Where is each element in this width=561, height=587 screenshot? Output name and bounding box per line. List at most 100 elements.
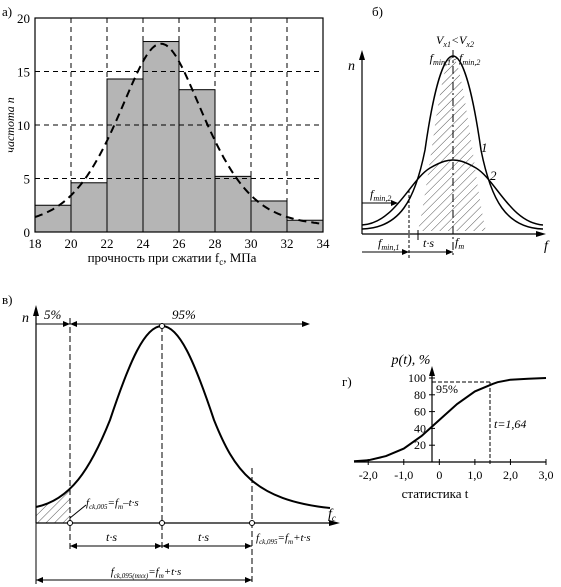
panel-b-series-label-1: 1 (481, 140, 488, 155)
panel-a-x-tick-label: 22 (101, 236, 114, 251)
panel-c-ts-arrow-c (162, 543, 169, 549)
panel-c-tail-hatch (36, 490, 70, 523)
panel-a-bar-5 (214, 175, 252, 233)
panel-c-mxx-arrow-b (245, 577, 252, 583)
panel-d-label: г) (342, 374, 352, 389)
panel-a-y-tick-label: 15 (17, 65, 30, 80)
panel-d-x-tick-label: -2,0 (359, 468, 378, 482)
panel-a-label: а) (2, 4, 12, 19)
panel-a-x-ticks: 18 20 22 24 26 28 30 32 34 (29, 236, 331, 251)
panel-d: г) p(t), % -2,0 -1,0 0 1,0 2,0 3,0 20 40 60 80 10… (342, 353, 554, 501)
panel-c-label: в) (2, 292, 12, 307)
panel-a-x-tick-label: 34 (317, 236, 331, 251)
panel-b-hatched-area (418, 56, 486, 231)
panel-c-curve (35, 324, 331, 509)
panel-a-bar-4 (178, 89, 216, 233)
panel-a-bar-3 (142, 41, 180, 233)
panel-a-bar-6 (250, 200, 288, 233)
panel-d-x-tick-label: 3,0 (539, 468, 554, 482)
panel-c-pct-arrow-a (63, 321, 70, 327)
panel-b-x-arrow (536, 231, 546, 237)
panel-a-y-tick-label: 0 (24, 225, 31, 240)
panel-b-dim-arrowhead-2 (446, 249, 453, 255)
panel-d-x-tick-label: 2,0 (503, 468, 518, 482)
panel-d-x-axis-label: статистика t (402, 486, 469, 501)
panel-c-label-95pct: 95% (172, 307, 196, 322)
panel-c-x-axis-label: fc (328, 507, 336, 523)
panel-c-ts-arrow-d (245, 543, 252, 549)
panel-c-y-axis-label: n (22, 311, 29, 326)
panel-a-fit-curve (34, 42, 324, 225)
panel-d-y-tick-label: 40 (414, 421, 426, 435)
panel-d-y-arrow (429, 366, 435, 376)
panel-b-series-label-2: 2 (490, 168, 497, 183)
panel-d-x-tick-label: 1,0 (467, 468, 482, 482)
panel-b-fmin1-label: fmin,1 (378, 236, 399, 252)
panel-b: б) n f Vx1<Vx2 fmin,1>fmin,2 1 2 fmin,2 … (348, 4, 550, 258)
panel-a-bars (34, 41, 324, 233)
panel-d-y-ticks: 20 40 60 80 100 (408, 371, 435, 452)
panel-a-x-axis-label: прочность при сжатии fc, МПа (88, 250, 257, 267)
panel-c-peak-marker (159, 323, 165, 329)
panel-a-y-ticks: 0 5 10 15 20 (17, 11, 30, 240)
panel-b-label: б) (372, 4, 383, 19)
panel-a-grid (35, 18, 323, 232)
panel-a-x-tick-label: 24 (137, 236, 151, 251)
panel-c-ts-arrow-a (70, 543, 77, 549)
panel-c: в) n fc 5% 95% fck,005=fm–t·s fck,095=fm… (2, 292, 340, 584)
panel-a-bar-2 (106, 78, 144, 233)
panel-c-label-ts-right: t·s (198, 530, 209, 544)
panel-d-cdf-curve (353, 377, 547, 463)
panel-b-y-axis-label: n (348, 59, 355, 74)
panel-d-title: p(t), % (391, 353, 431, 368)
panel-d-x-tick-label: 0 (436, 468, 442, 482)
panel-b-annotation-v: Vx1<Vx2 (436, 33, 474, 49)
panel-a-x-tick-label: 30 (245, 236, 258, 251)
panel-b-annotation-fmin: fmin,1>fmin,2 (430, 51, 481, 67)
panel-a-y-tick-label: 5 (24, 172, 31, 187)
panel-d-y-tick-label: 20 (414, 438, 426, 452)
panel-c-label-5pct: 5% (44, 307, 62, 322)
panel-b-y-arrow (359, 50, 365, 60)
panel-a-x-tick-label: 32 (281, 236, 294, 251)
panel-a-x-tick-label: 20 (65, 236, 78, 251)
panel-b-fmin2-label: fmin,2 (370, 187, 391, 203)
panel-c-f005-leader (69, 504, 87, 519)
panel-a-y-axis-label: частота n (3, 97, 17, 153)
panel-d-annotation-t: t=1,64 (494, 417, 526, 431)
panel-c-ts-arrow-b (155, 543, 162, 549)
panel-d-y-tick-label: 60 (414, 405, 426, 419)
panel-b-x-axis-label: f (544, 239, 550, 254)
panel-c-marker-right (249, 520, 255, 526)
panel-a-y-tick-label: 10 (17, 118, 30, 133)
panel-a-y-tick-label: 20 (17, 11, 30, 26)
panel-c-y-arrow (33, 305, 39, 316)
panel-c-label-ts-left: t·s (106, 530, 117, 544)
panel-a-plot-frame (34, 17, 324, 233)
panel-c-label-f095mxx: fck,095(mxx)=fm+t·s (111, 566, 182, 580)
panel-c-marker-mean (159, 520, 165, 526)
panel-a-x-tick-label: 28 (209, 236, 222, 251)
panel-c-label-f005: fck,005=fm–t·s (86, 497, 139, 511)
panel-c-mxx-arrow-a (36, 577, 43, 583)
panel-d-y-tick-label: 100 (408, 371, 426, 385)
panel-d-x-ticks: -2,0 -1,0 0 1,0 2,0 3,0 (359, 459, 554, 482)
panel-a-x-tick-label: 26 (173, 236, 187, 251)
panel-b-fm-label: fm (455, 235, 464, 251)
panel-c-pct-arrow-b (70, 321, 77, 327)
panel-d-annotation-95: 95% (436, 382, 458, 396)
panel-a: а) 18 20 22 24 26 28 30 32 34 0 5 10 15 20 частота n… (2, 4, 330, 267)
panel-c-marker-left (67, 520, 73, 526)
panel-d-x-tick-label: -1,0 (394, 468, 413, 482)
panel-a-bar-1 (70, 182, 108, 233)
panel-c-label-f095: fck,095=fm+t·s (256, 532, 311, 546)
panel-c-pct-arrow-c (302, 321, 310, 327)
panel-c-x-arrow (329, 520, 340, 526)
panel-a-x-tick-label: 18 (29, 236, 42, 251)
panel-b-dim-arrowhead-1 (402, 249, 409, 255)
panel-d-y-tick-label: 80 (414, 388, 426, 402)
panel-b-ts-label: t·s (423, 236, 434, 250)
panel-b-curve-2 (361, 159, 544, 226)
panel-b-fmin2-arrowhead (391, 200, 398, 206)
